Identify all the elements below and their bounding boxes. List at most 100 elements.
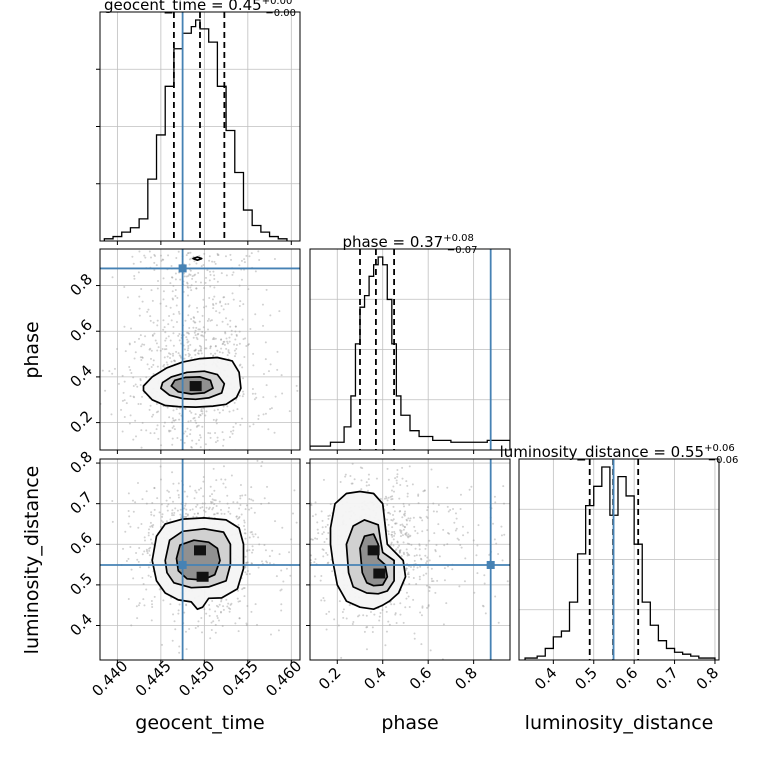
sample-point [185, 508, 188, 511]
sample-point [400, 531, 403, 534]
sample-point [227, 602, 230, 605]
sample-point [188, 410, 191, 413]
sample-point [406, 554, 409, 557]
sample-point [143, 539, 146, 542]
sample-point [198, 328, 201, 331]
sample-point [230, 474, 233, 477]
sample-point [398, 544, 401, 547]
sample-point [160, 503, 163, 506]
panel-border [99, 458, 301, 661]
density-content [310, 459, 509, 660]
sample-point [169, 357, 172, 360]
sample-point [201, 314, 204, 317]
sample-point [390, 543, 393, 546]
sample-point [327, 517, 330, 520]
sample-point [192, 326, 195, 329]
sample-point [186, 281, 189, 284]
sample-point [459, 543, 462, 546]
sample-point [385, 630, 388, 633]
sample-point [211, 338, 214, 341]
sample-point [129, 395, 132, 398]
sample-point [189, 428, 192, 431]
sample-point [190, 284, 193, 287]
sample-point [246, 604, 249, 607]
sample-point [201, 506, 204, 509]
sample-point [159, 525, 162, 528]
sample-point [238, 364, 241, 367]
sample-point [111, 372, 114, 375]
sample-point [216, 439, 219, 442]
sample-point [247, 343, 250, 346]
sample-point [430, 577, 433, 580]
sample-point [149, 538, 152, 541]
sample-point [174, 360, 177, 363]
sample-point [398, 497, 401, 500]
sample-point [214, 345, 217, 348]
sample-point [199, 446, 202, 449]
sample-point [208, 297, 211, 300]
sample-point [194, 353, 197, 356]
panel-border [309, 248, 511, 451]
sample-point [460, 546, 463, 549]
sample-point [167, 335, 170, 338]
sample-point [401, 477, 404, 480]
sample-point [264, 412, 267, 415]
sample-point [219, 301, 222, 304]
sample-point [186, 514, 189, 517]
sample-point [248, 572, 251, 575]
sample-point [227, 303, 230, 306]
sample-point [184, 630, 187, 633]
sample-point [251, 549, 254, 552]
sample-point [163, 363, 166, 366]
sample-point [225, 317, 228, 320]
sample-point [179, 439, 182, 442]
sample-point [133, 341, 136, 344]
sample-point [395, 482, 398, 485]
sample-point [218, 500, 221, 503]
sample-point [226, 354, 229, 357]
sample-point [244, 555, 247, 558]
sample-point [226, 502, 229, 505]
sample-point [212, 513, 215, 516]
sample-point [209, 273, 212, 276]
sample-point [325, 551, 328, 554]
sample-point [419, 565, 422, 568]
sample-point [230, 258, 233, 261]
sample-point [136, 385, 139, 388]
sample-point [171, 443, 174, 446]
sample-point [250, 486, 253, 489]
sample-point [392, 513, 395, 516]
sample-point [333, 618, 336, 621]
sample-point [395, 522, 398, 525]
sample-point [428, 539, 431, 542]
sample-point [414, 529, 417, 532]
sample-point [123, 325, 126, 328]
sample-point [220, 304, 223, 307]
sample-point [208, 614, 211, 617]
sample-point [172, 325, 175, 328]
sample-point [323, 540, 326, 543]
sample-point [141, 498, 144, 501]
sample-point [222, 308, 225, 311]
sample-point [172, 313, 175, 316]
sample-point [207, 507, 210, 510]
sample-point [242, 393, 245, 396]
density-content [100, 459, 298, 654]
sample-point [342, 608, 345, 611]
sample-point [220, 600, 223, 603]
sample-point [162, 328, 165, 331]
sample-point [192, 316, 195, 319]
panel-title: phase = 0.37+0.08 −0.07 [342, 233, 477, 256]
sample-point [403, 525, 406, 528]
sample-point [217, 605, 220, 608]
sample-point [149, 525, 152, 528]
sample-point [435, 510, 438, 513]
sample-point [461, 525, 464, 528]
sample-point [291, 512, 294, 515]
sample-point [132, 510, 135, 513]
sample-point [239, 300, 242, 303]
sample-point [401, 466, 404, 469]
sample-point [190, 317, 193, 320]
sample-point [185, 604, 188, 607]
